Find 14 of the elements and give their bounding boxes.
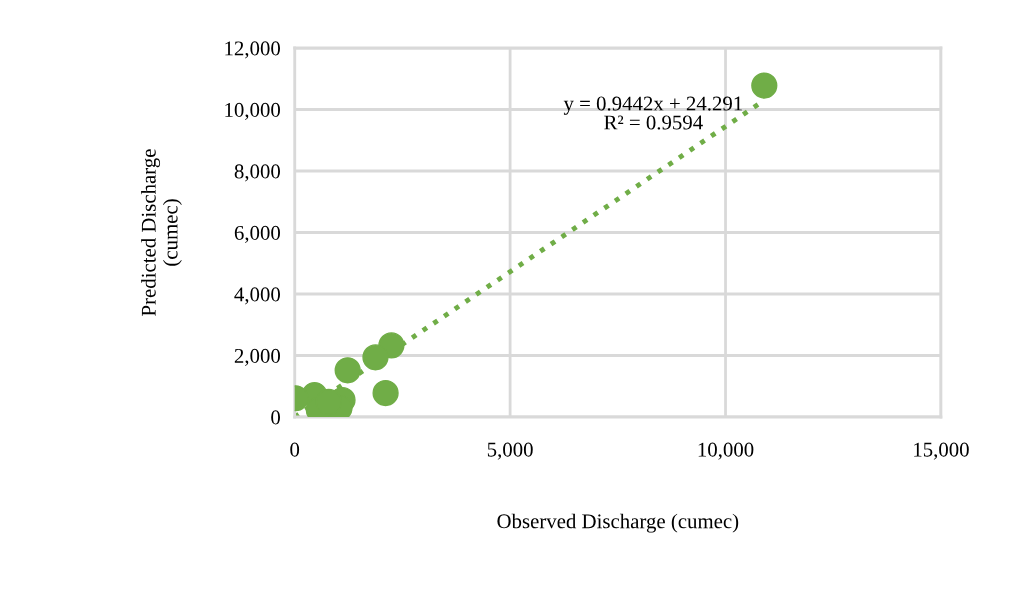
- y-axis-title: Predicted Discharge (cumec): [141, 149, 182, 316]
- y-tick-label: 0: [271, 410, 281, 425]
- annotation: y = 0.9442x + 24.291 R² = 0.9594: [563, 96, 742, 130]
- y-tick-label: 12,000: [225, 41, 281, 59]
- x-tick-label: 10,000: [698, 442, 754, 460]
- y-tick-label: 10,000: [225, 102, 281, 120]
- x-axis-title: Observed Discharge (cumec): [497, 513, 739, 533]
- y-tick-label: 8,000: [234, 164, 281, 182]
- x-tick-label: 5,000: [487, 442, 533, 460]
- x-tick-label: 0: [290, 442, 300, 457]
- y-tick-label: 6,000: [234, 225, 281, 243]
- y-tick-label: 2,000: [234, 348, 281, 366]
- x-tick-label: 15,000: [914, 442, 969, 460]
- y-tick-label: 4,000: [234, 287, 281, 305]
